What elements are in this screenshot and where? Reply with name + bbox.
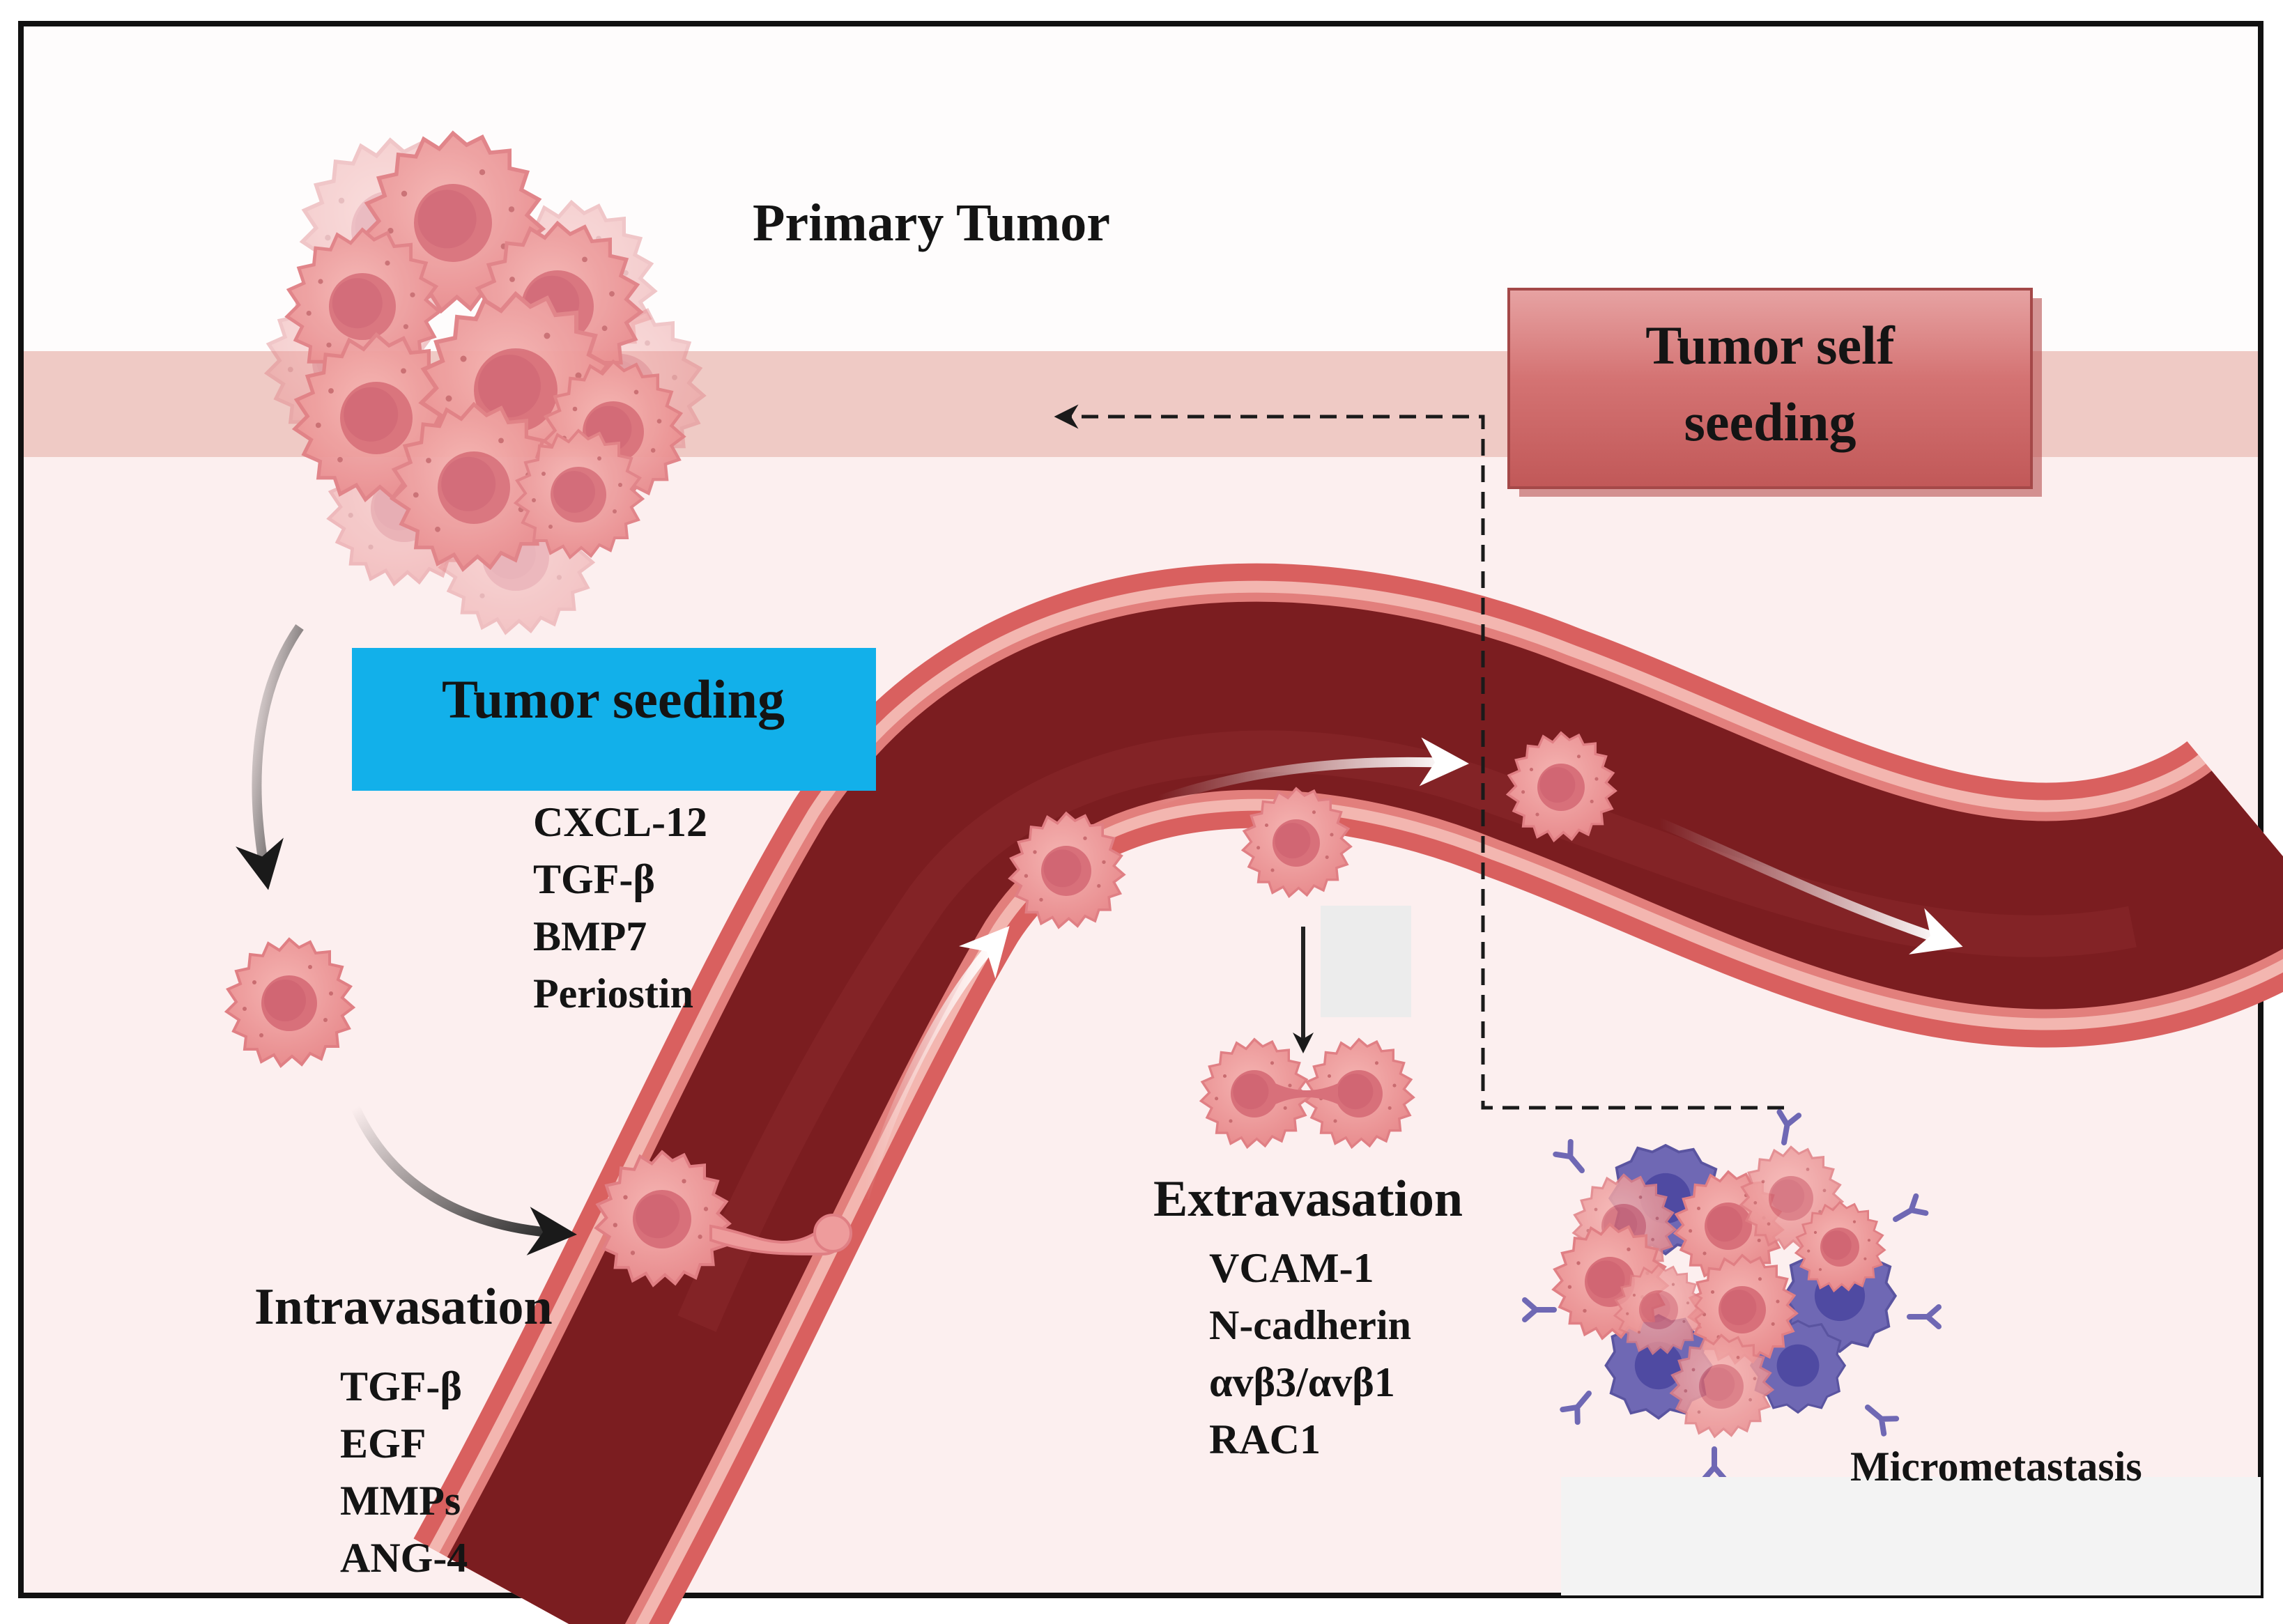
micrometastasis-label: Micrometastasis (1850, 1444, 2142, 1490)
label-backdrop (1561, 1477, 2261, 1595)
tumor-seeding-box: Tumor seeding (352, 648, 876, 791)
self-seeding-label-line2: seeding (1684, 392, 1856, 452)
intravasation-factor: EGF (340, 1421, 426, 1467)
intravasation-factor: TGF-β (340, 1363, 462, 1409)
extravasation-factor: αvβ3/αvβ1 (1209, 1359, 1395, 1405)
intravasation-factor: MMPs (340, 1478, 461, 1524)
self-seeding-box: Tumor self seeding (1509, 289, 2042, 497)
extravasation-label: Extravasation (1153, 1170, 1463, 1228)
intravasation-factor: ANG-4 (340, 1535, 468, 1581)
self-seeding-label-line1: Tumor self (1645, 315, 1896, 376)
seeding-factor: CXCL-12 (533, 799, 707, 845)
extravasation-factor: RAC1 (1209, 1416, 1321, 1462)
intravasation-label: Intravasation (254, 1278, 553, 1336)
tumor-seeding-label: Tumor seeding (442, 669, 785, 729)
extravasation-factor: VCAM-1 (1209, 1245, 1374, 1291)
seeding-factor: Periostin (533, 970, 693, 1016)
seeding-factor: BMP7 (533, 913, 647, 959)
primary-tumor-title: Primary Tumor (753, 194, 1110, 252)
seeding-factor: TGF-β (533, 856, 655, 902)
grey-patch (1321, 906, 1411, 1017)
extravasation-factor: N-cadherin (1209, 1302, 1411, 1348)
